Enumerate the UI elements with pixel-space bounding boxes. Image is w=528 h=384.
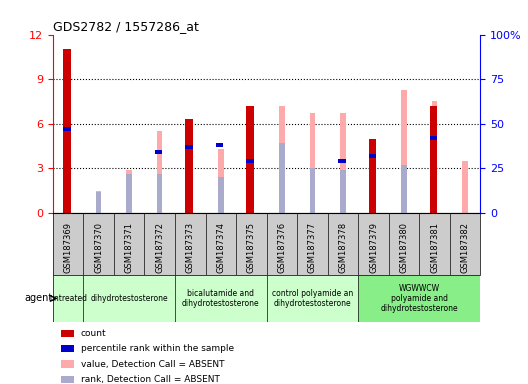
Bar xyxy=(61,361,74,368)
Bar xyxy=(340,113,346,213)
Text: value, Detection Call = ABSENT: value, Detection Call = ABSENT xyxy=(81,360,224,369)
Text: percentile rank within the sample: percentile rank within the sample xyxy=(81,344,234,353)
Bar xyxy=(328,213,359,275)
Bar xyxy=(185,145,193,149)
Bar xyxy=(249,106,254,213)
Bar xyxy=(205,213,236,275)
Bar xyxy=(175,275,267,322)
Bar xyxy=(216,143,223,147)
Bar xyxy=(340,170,346,213)
Bar xyxy=(218,149,223,213)
Bar xyxy=(401,89,407,213)
Bar xyxy=(389,213,419,275)
Bar xyxy=(419,213,450,275)
Bar xyxy=(126,170,132,213)
Bar xyxy=(218,177,223,213)
Bar xyxy=(157,174,163,213)
Bar xyxy=(432,173,437,213)
Bar xyxy=(63,127,71,131)
Bar xyxy=(155,151,162,154)
Text: bicalutamide and
dihydrotestosterone: bicalutamide and dihydrotestosterone xyxy=(182,289,260,308)
Text: GSM187378: GSM187378 xyxy=(338,222,347,273)
Bar xyxy=(310,168,315,213)
Text: agent: agent xyxy=(25,293,53,303)
Bar xyxy=(175,213,205,275)
Bar xyxy=(430,136,437,140)
Text: untreated: untreated xyxy=(49,294,87,303)
Text: GSM187373: GSM187373 xyxy=(186,222,195,273)
Text: GSM187369: GSM187369 xyxy=(63,222,72,273)
Text: GSM187375: GSM187375 xyxy=(247,222,256,273)
Bar xyxy=(114,213,145,275)
Bar xyxy=(310,113,315,213)
Bar xyxy=(369,139,376,213)
Bar xyxy=(83,275,175,322)
Bar xyxy=(61,345,74,353)
Bar xyxy=(157,131,163,213)
Bar xyxy=(247,106,254,213)
Bar xyxy=(83,213,114,275)
Text: control polyamide an
dihydrotestosterone: control polyamide an dihydrotestosterone xyxy=(272,289,353,308)
Bar xyxy=(401,166,407,213)
Bar xyxy=(126,174,132,213)
Bar xyxy=(53,213,83,275)
Bar xyxy=(369,154,376,158)
Text: count: count xyxy=(81,329,106,338)
Text: GSM187381: GSM187381 xyxy=(430,222,439,273)
Bar xyxy=(61,376,74,383)
Bar xyxy=(185,119,193,213)
Bar xyxy=(267,213,297,275)
Bar xyxy=(279,106,285,213)
Bar xyxy=(53,275,83,322)
Text: GDS2782 / 1557286_at: GDS2782 / 1557286_at xyxy=(53,20,199,33)
Text: GSM187377: GSM187377 xyxy=(308,222,317,273)
Text: dihydrotestosterone: dihydrotestosterone xyxy=(90,294,168,303)
Bar xyxy=(247,159,254,163)
Bar xyxy=(96,190,101,213)
Text: rank, Detection Call = ABSENT: rank, Detection Call = ABSENT xyxy=(81,375,220,384)
Text: GSM187382: GSM187382 xyxy=(461,222,470,273)
Bar xyxy=(432,101,437,213)
Text: GSM187370: GSM187370 xyxy=(94,222,103,273)
Text: GSM187371: GSM187371 xyxy=(125,222,134,273)
Text: GSM187372: GSM187372 xyxy=(155,222,164,273)
Text: GSM187379: GSM187379 xyxy=(369,222,378,273)
Bar xyxy=(430,106,437,213)
Bar xyxy=(96,192,101,213)
Bar xyxy=(145,213,175,275)
Text: WGWWCW
polyamide and
dihydrotestosterone: WGWWCW polyamide and dihydrotestosterone xyxy=(381,283,458,313)
Bar xyxy=(338,159,346,163)
Text: GSM187376: GSM187376 xyxy=(277,222,286,273)
Bar xyxy=(63,50,71,213)
Text: GSM187374: GSM187374 xyxy=(216,222,225,273)
Bar xyxy=(463,161,468,213)
Bar xyxy=(279,143,285,213)
Text: GSM187380: GSM187380 xyxy=(400,222,409,273)
Bar xyxy=(267,275,359,322)
Bar xyxy=(297,213,328,275)
Bar xyxy=(236,213,267,275)
Bar xyxy=(359,275,480,322)
Bar xyxy=(61,329,74,337)
Bar xyxy=(359,213,389,275)
Bar xyxy=(450,213,480,275)
